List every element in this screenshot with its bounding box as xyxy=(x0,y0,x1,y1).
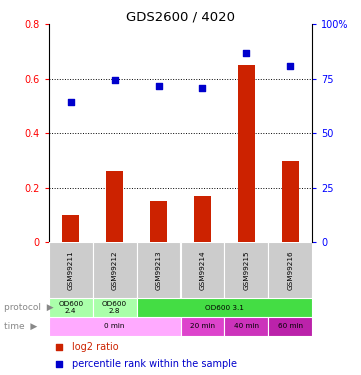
Text: GSM99213: GSM99213 xyxy=(156,251,161,290)
Point xyxy=(200,84,205,90)
Bar xyxy=(49,298,93,317)
Bar xyxy=(136,242,180,298)
Bar xyxy=(268,242,312,298)
Text: GSM99215: GSM99215 xyxy=(243,251,249,290)
Bar xyxy=(93,298,136,317)
Text: protocol  ▶: protocol ▶ xyxy=(4,303,53,312)
Point xyxy=(156,84,161,90)
Text: 20 min: 20 min xyxy=(190,323,215,329)
Bar xyxy=(62,215,79,242)
Point xyxy=(287,63,293,69)
Text: 60 min: 60 min xyxy=(278,323,303,329)
Text: 40 min: 40 min xyxy=(234,323,259,329)
Text: time  ▶: time ▶ xyxy=(4,322,37,331)
Text: GSM99212: GSM99212 xyxy=(112,251,118,290)
Text: 0 min: 0 min xyxy=(104,323,125,329)
Bar xyxy=(282,160,299,242)
Bar xyxy=(150,201,167,242)
Point xyxy=(56,361,62,367)
Bar xyxy=(49,317,180,336)
Text: GSM99211: GSM99211 xyxy=(68,251,74,290)
Point xyxy=(243,50,249,56)
Point xyxy=(68,99,74,105)
Bar xyxy=(193,196,211,242)
Text: OD600
2.4: OD600 2.4 xyxy=(58,301,83,314)
Bar xyxy=(225,242,268,298)
Bar xyxy=(106,171,123,242)
Bar xyxy=(180,317,225,336)
Bar xyxy=(136,298,312,317)
Text: log2 ratio: log2 ratio xyxy=(73,342,119,352)
Text: GSM99214: GSM99214 xyxy=(200,251,205,290)
Text: OD600
2.8: OD600 2.8 xyxy=(102,301,127,314)
Bar xyxy=(49,242,93,298)
Text: OD600 3.1: OD600 3.1 xyxy=(205,304,244,310)
Text: percentile rank within the sample: percentile rank within the sample xyxy=(73,359,238,369)
Point xyxy=(112,77,118,83)
Bar xyxy=(268,317,312,336)
Bar xyxy=(180,242,225,298)
Bar xyxy=(238,65,255,242)
Bar xyxy=(93,242,136,298)
Title: GDS2600 / 4020: GDS2600 / 4020 xyxy=(126,10,235,23)
Bar xyxy=(225,317,268,336)
Text: GSM99216: GSM99216 xyxy=(287,251,293,290)
Point xyxy=(56,344,62,350)
